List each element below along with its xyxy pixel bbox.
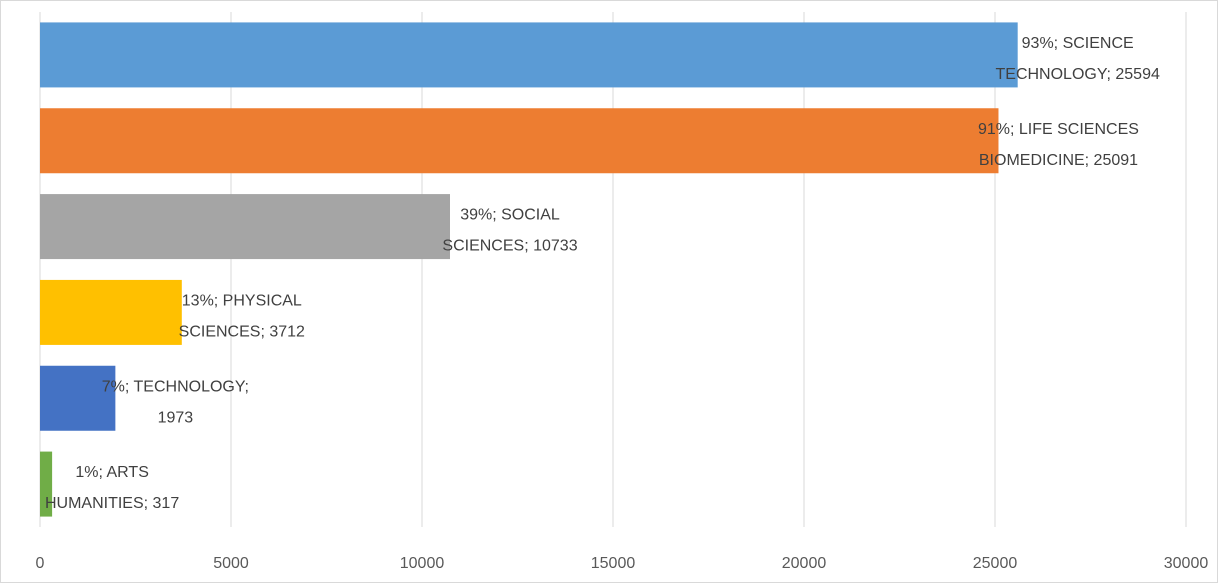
x-tick-label: 10000 xyxy=(400,555,445,572)
data-label: 39%; SOCIAL xyxy=(460,207,560,224)
x-tick-label: 25000 xyxy=(973,555,1018,572)
x-tick-label: 30000 xyxy=(1164,555,1209,572)
bar xyxy=(40,22,1018,88)
x-tick-label: 5000 xyxy=(213,555,249,572)
data-label: BIOMEDICINE; 25091 xyxy=(979,152,1138,169)
bar xyxy=(40,365,116,431)
bar xyxy=(40,108,999,174)
data-label: SCIENCES; 3712 xyxy=(179,323,305,340)
bar xyxy=(40,194,451,260)
data-label: 1%; ARTS xyxy=(75,464,149,481)
data-label: 13%; PHYSICAL xyxy=(182,292,302,309)
data-label: TECHNOLOGY; 25594 xyxy=(996,66,1160,83)
data-label: 91%; LIFE SCIENCES xyxy=(978,121,1139,138)
bar xyxy=(40,279,182,345)
data-label: SCIENCES; 10733 xyxy=(442,238,577,255)
data-label: 1973 xyxy=(158,409,194,426)
x-tick-label: 15000 xyxy=(591,555,636,572)
data-label: 93%; SCIENCE xyxy=(1022,35,1134,52)
x-tick-label: 20000 xyxy=(782,555,827,572)
data-label: 7%; TECHNOLOGY; xyxy=(102,378,249,395)
data-label: HUMANITIES; 317 xyxy=(45,495,179,512)
bar xyxy=(40,451,53,517)
x-tick-label: 0 xyxy=(36,555,45,572)
